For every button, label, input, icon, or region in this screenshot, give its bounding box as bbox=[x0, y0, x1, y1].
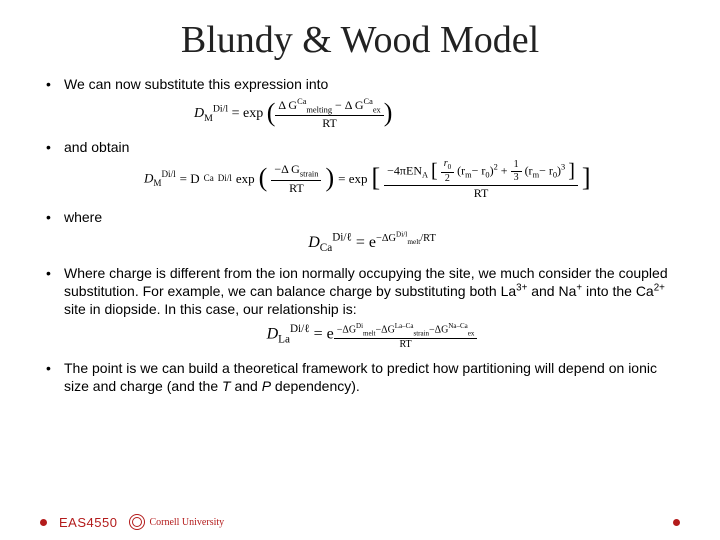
equation-3: DCaDi/ℓ = e−ΔGDi/lmelt/RT bbox=[64, 230, 680, 255]
bullet-2: and obtain DMDi/l = DCaDi/l exp ( −Δ Gst… bbox=[40, 139, 680, 199]
bullet-1: We can now substitute this expression in… bbox=[40, 76, 680, 129]
bullet-5-text: The point is we can build a theoretical … bbox=[64, 360, 657, 394]
footer: EAS4550 Cornell University bbox=[40, 514, 680, 530]
bullet-4: Where charge is different from the ion n… bbox=[40, 265, 680, 350]
course-code: EAS4550 bbox=[59, 515, 117, 530]
bullet-3: where DCaDi/ℓ = e−ΔGDi/lmelt/RT bbox=[40, 209, 680, 255]
bullet-list: We can now substitute this expression in… bbox=[40, 76, 680, 395]
university-brand: Cornell University bbox=[129, 514, 224, 530]
equation-4: DLaDi/ℓ = e −ΔGDimelt−ΔGLa–Castrain−ΔGNa… bbox=[64, 322, 680, 350]
slide-title: Blundy & Wood Model bbox=[40, 18, 680, 62]
university-name: Cornell University bbox=[149, 517, 224, 528]
slide-container: Blundy & Wood Model We can now substitut… bbox=[0, 0, 720, 540]
footer-dot-left bbox=[40, 519, 47, 526]
equation-1: DMDi/l = exp ( Δ GCamelting − Δ GCaex RT… bbox=[194, 98, 680, 130]
bullet-5: The point is we can build a theoretical … bbox=[40, 360, 680, 395]
cornell-seal-icon bbox=[129, 514, 145, 530]
bullet-1-text: We can now substitute this expression in… bbox=[64, 76, 328, 92]
bullet-3-text: where bbox=[64, 209, 102, 225]
footer-dot-right bbox=[673, 519, 680, 526]
footer-left: EAS4550 Cornell University bbox=[40, 514, 224, 530]
equation-2: DMDi/l = DCaDi/l exp ( −Δ Gstrain RT ) =… bbox=[144, 159, 680, 199]
bullet-2-text: and obtain bbox=[64, 139, 129, 155]
bullet-4-text: Where charge is different from the ion n… bbox=[64, 265, 668, 317]
